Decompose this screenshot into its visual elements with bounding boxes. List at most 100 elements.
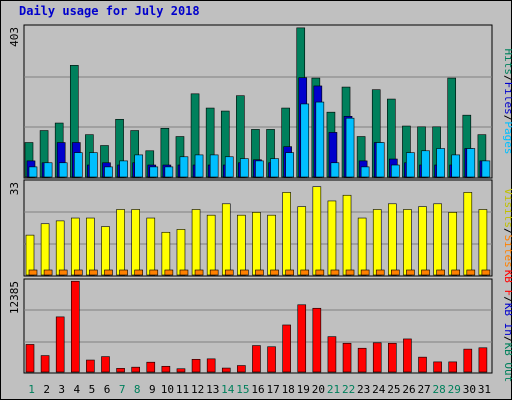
bar-sites-day-9 (149, 269, 159, 276)
bar-sites-day-15 (240, 269, 249, 276)
bar-sites-day-11 (179, 269, 189, 276)
bar-pages-day-29 (451, 154, 461, 178)
day-label-16: 16 (251, 383, 264, 396)
bar-kbf-day-17 (267, 346, 276, 373)
bar-sites-day-7 (119, 269, 128, 276)
bar-pages-day-7 (119, 160, 128, 178)
series-label---3: / (502, 115, 512, 122)
bar-visits-day-1 (25, 234, 35, 276)
bar-visits-day-13 (206, 214, 216, 276)
bar-pages-day-4 (73, 152, 83, 178)
day-label-18: 18 (282, 383, 295, 396)
bar-kbf-day-16 (252, 345, 261, 373)
bar-sites-day-3 (58, 269, 68, 276)
bar-sites-day-17 (270, 269, 279, 276)
series-labels-kbytes: KB F/KB In/KB Out (502, 270, 512, 383)
day-label-10: 10 (161, 383, 174, 396)
bar-kbf-day-7 (116, 368, 125, 373)
bar-visits-day-5 (86, 217, 95, 276)
bar-visits-day-22 (342, 194, 352, 276)
bar-kbf-day-25 (388, 342, 397, 373)
day-label-22: 22 (342, 383, 355, 396)
day-label-23: 23 (357, 383, 370, 396)
bar-pages-day-27 (421, 150, 430, 178)
bar-visits-day-23 (357, 217, 367, 276)
bar-sites-day-22 (345, 269, 355, 276)
max-label-kbytes: 12385 (8, 281, 21, 314)
bar-visits-day-15 (237, 214, 246, 276)
bar-sites-day-19 (300, 269, 310, 276)
day-label-20: 20 (312, 383, 325, 396)
bar-sites-day-24 (375, 269, 385, 276)
bar-pages-day-10 (164, 166, 174, 178)
day-label-1: 1 (28, 383, 35, 396)
bar-sites-day-1 (28, 269, 38, 276)
bar-pages-day-25 (391, 164, 400, 178)
bar-kbf-day-3 (55, 316, 65, 373)
bar-pages-day-14 (224, 156, 234, 178)
bar-visits-day-9 (146, 217, 156, 276)
bar-kbf-day-1 (25, 344, 35, 373)
bar-pages-day-17 (270, 158, 279, 178)
bar-kbf-day-22 (342, 342, 352, 373)
bar-pages-day-23 (360, 166, 370, 178)
bar-pages-day-31 (481, 160, 491, 178)
bar-visits-day-16 (252, 212, 261, 276)
bar-visits-day-2 (40, 223, 50, 276)
bar-kbf-day-24 (372, 342, 382, 373)
bar-sites-day-10 (164, 269, 174, 276)
bar-visits-day-17 (267, 214, 276, 276)
day-label-25: 25 (387, 383, 400, 396)
bar-kbf-day-9 (146, 361, 156, 373)
day-label-14: 14 (221, 383, 235, 396)
bar-sites-day-18 (285, 269, 294, 276)
day-label-24: 24 (372, 383, 386, 396)
bar-visits-day-28 (433, 203, 442, 276)
bar-pages-day-8 (134, 154, 143, 178)
bar-kbf-day-20 (312, 307, 322, 373)
bar-visits-day-8 (131, 209, 140, 276)
bar-pages-day-20 (315, 101, 325, 178)
bar-sites-day-26 (406, 269, 415, 276)
bar-visits-day-27 (418, 206, 427, 276)
bar-kbf-day-11 (176, 368, 186, 373)
day-label-4: 4 (74, 383, 81, 396)
bar-pages-day-12 (194, 154, 204, 178)
series-label-sites-2: Sites (502, 235, 512, 268)
max-label-hits-files-pages: 403 (8, 27, 21, 47)
series-label---3: / (502, 336, 512, 343)
bar-visits-day-3 (55, 220, 65, 276)
bar-pages-day-16 (255, 160, 264, 178)
bar-visits-day-26 (403, 209, 412, 276)
bar-visits-day-10 (161, 231, 171, 276)
series-labels-visits-sites: Visits/Sites (502, 188, 512, 268)
bar-kbf-day-8 (131, 366, 140, 373)
series-label---1: / (502, 75, 512, 82)
series-label-kb-out-4: KB Out (502, 343, 512, 383)
bar-kbf-day-15 (237, 365, 246, 373)
bar-kbf-day-14 (221, 367, 231, 373)
day-label-6: 6 (104, 383, 111, 396)
bar-pages-day-11 (179, 156, 189, 178)
bar-visits-day-12 (191, 209, 201, 276)
bar-visits-day-21 (327, 200, 337, 276)
day-label-8: 8 (134, 383, 141, 396)
bar-visits-day-31 (478, 209, 488, 276)
day-label-13: 13 (206, 383, 219, 396)
series-label-visits-0: Visits (502, 188, 512, 228)
bar-kbf-day-30 (463, 348, 473, 373)
bar-sites-day-28 (436, 269, 445, 276)
bar-pages-day-28 (436, 148, 445, 178)
day-label-7: 7 (119, 383, 126, 396)
day-label-15: 15 (236, 383, 249, 396)
bar-pages-day-19 (300, 103, 310, 178)
bar-kbf-day-19 (297, 304, 307, 373)
bar-visits-day-29 (448, 212, 458, 276)
bar-pages-day-2 (43, 162, 53, 178)
day-label-28: 28 (433, 383, 446, 396)
bar-sites-day-29 (451, 269, 461, 276)
bar-visits-day-4 (70, 217, 80, 276)
bar-sites-day-16 (255, 269, 264, 276)
bar-visits-day-14 (221, 203, 231, 276)
